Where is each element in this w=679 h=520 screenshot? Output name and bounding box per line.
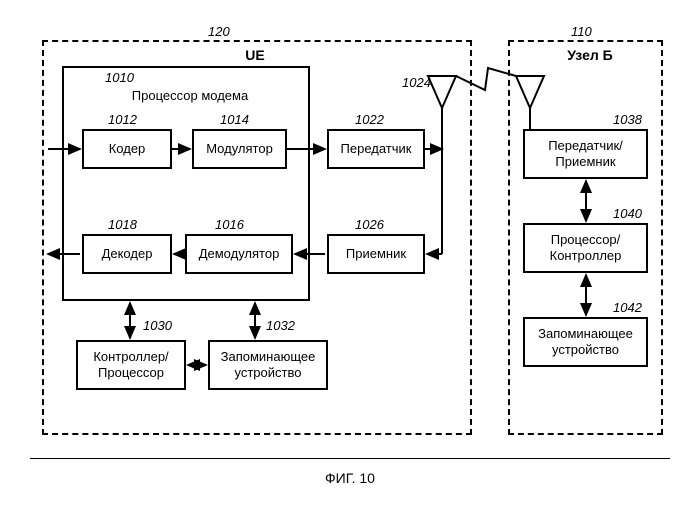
diagram-canvas: UE 120 Процессор модема 1010 Кодер 1012 …: [10, 10, 679, 510]
arrows-layer: [10, 10, 679, 510]
